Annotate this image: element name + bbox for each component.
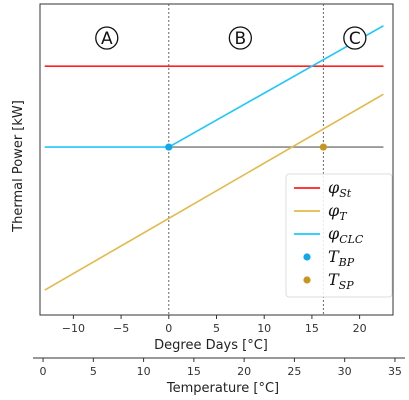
- marker-bp: [165, 143, 173, 151]
- legend-subscript-st: St: [339, 187, 352, 200]
- secondary-tick-label: 25: [287, 365, 301, 378]
- legend-box: [285, 173, 393, 298]
- x-tick-label: 5: [213, 322, 220, 335]
- x-axis-title: Degree Days [°C]: [154, 338, 268, 353]
- secondary-tick-label: 15: [187, 365, 201, 378]
- y-axis-title: Thermal Power [kW]: [11, 100, 26, 233]
- x-tick-label: 15: [305, 322, 319, 335]
- secondary-x-axis-title: Temperature [°C]: [166, 381, 279, 396]
- series-line-clc: [44, 25, 384, 148]
- x-tick-label: 0: [165, 322, 172, 335]
- secondary-tick-label: 20: [237, 365, 251, 378]
- series-line-t: [44, 93, 384, 291]
- region-label-a: A: [101, 29, 113, 49]
- region-label-b: B: [235, 29, 247, 49]
- region-circle-c: [343, 26, 367, 50]
- region-label-c: C: [349, 29, 361, 49]
- region-circle-a: [95, 26, 119, 50]
- legend-swatch-bp: [303, 253, 311, 261]
- legend-subscript-sp: SP: [339, 279, 355, 292]
- secondary-tick-label: 30: [338, 365, 352, 378]
- legend-subscript-clc: CLC: [339, 233, 364, 246]
- legend-swatch-sp: [303, 276, 311, 284]
- secondary-tick-label: 35: [388, 365, 402, 378]
- x-tick-label: −5: [113, 322, 129, 335]
- secondary-tick-label: 10: [137, 365, 151, 378]
- x-tick-label: −10: [62, 322, 85, 335]
- secondary-tick-label: 5: [90, 365, 97, 378]
- region-circle-b: [228, 26, 253, 50]
- secondary-tick-label: 0: [40, 365, 47, 378]
- x-tick-label: 20: [353, 322, 367, 335]
- legend-subscript-bp: BP: [338, 256, 355, 269]
- legend-subscript-t: T: [339, 210, 348, 223]
- x-tick-label: 10: [257, 322, 271, 335]
- marker-sp: [319, 143, 327, 151]
